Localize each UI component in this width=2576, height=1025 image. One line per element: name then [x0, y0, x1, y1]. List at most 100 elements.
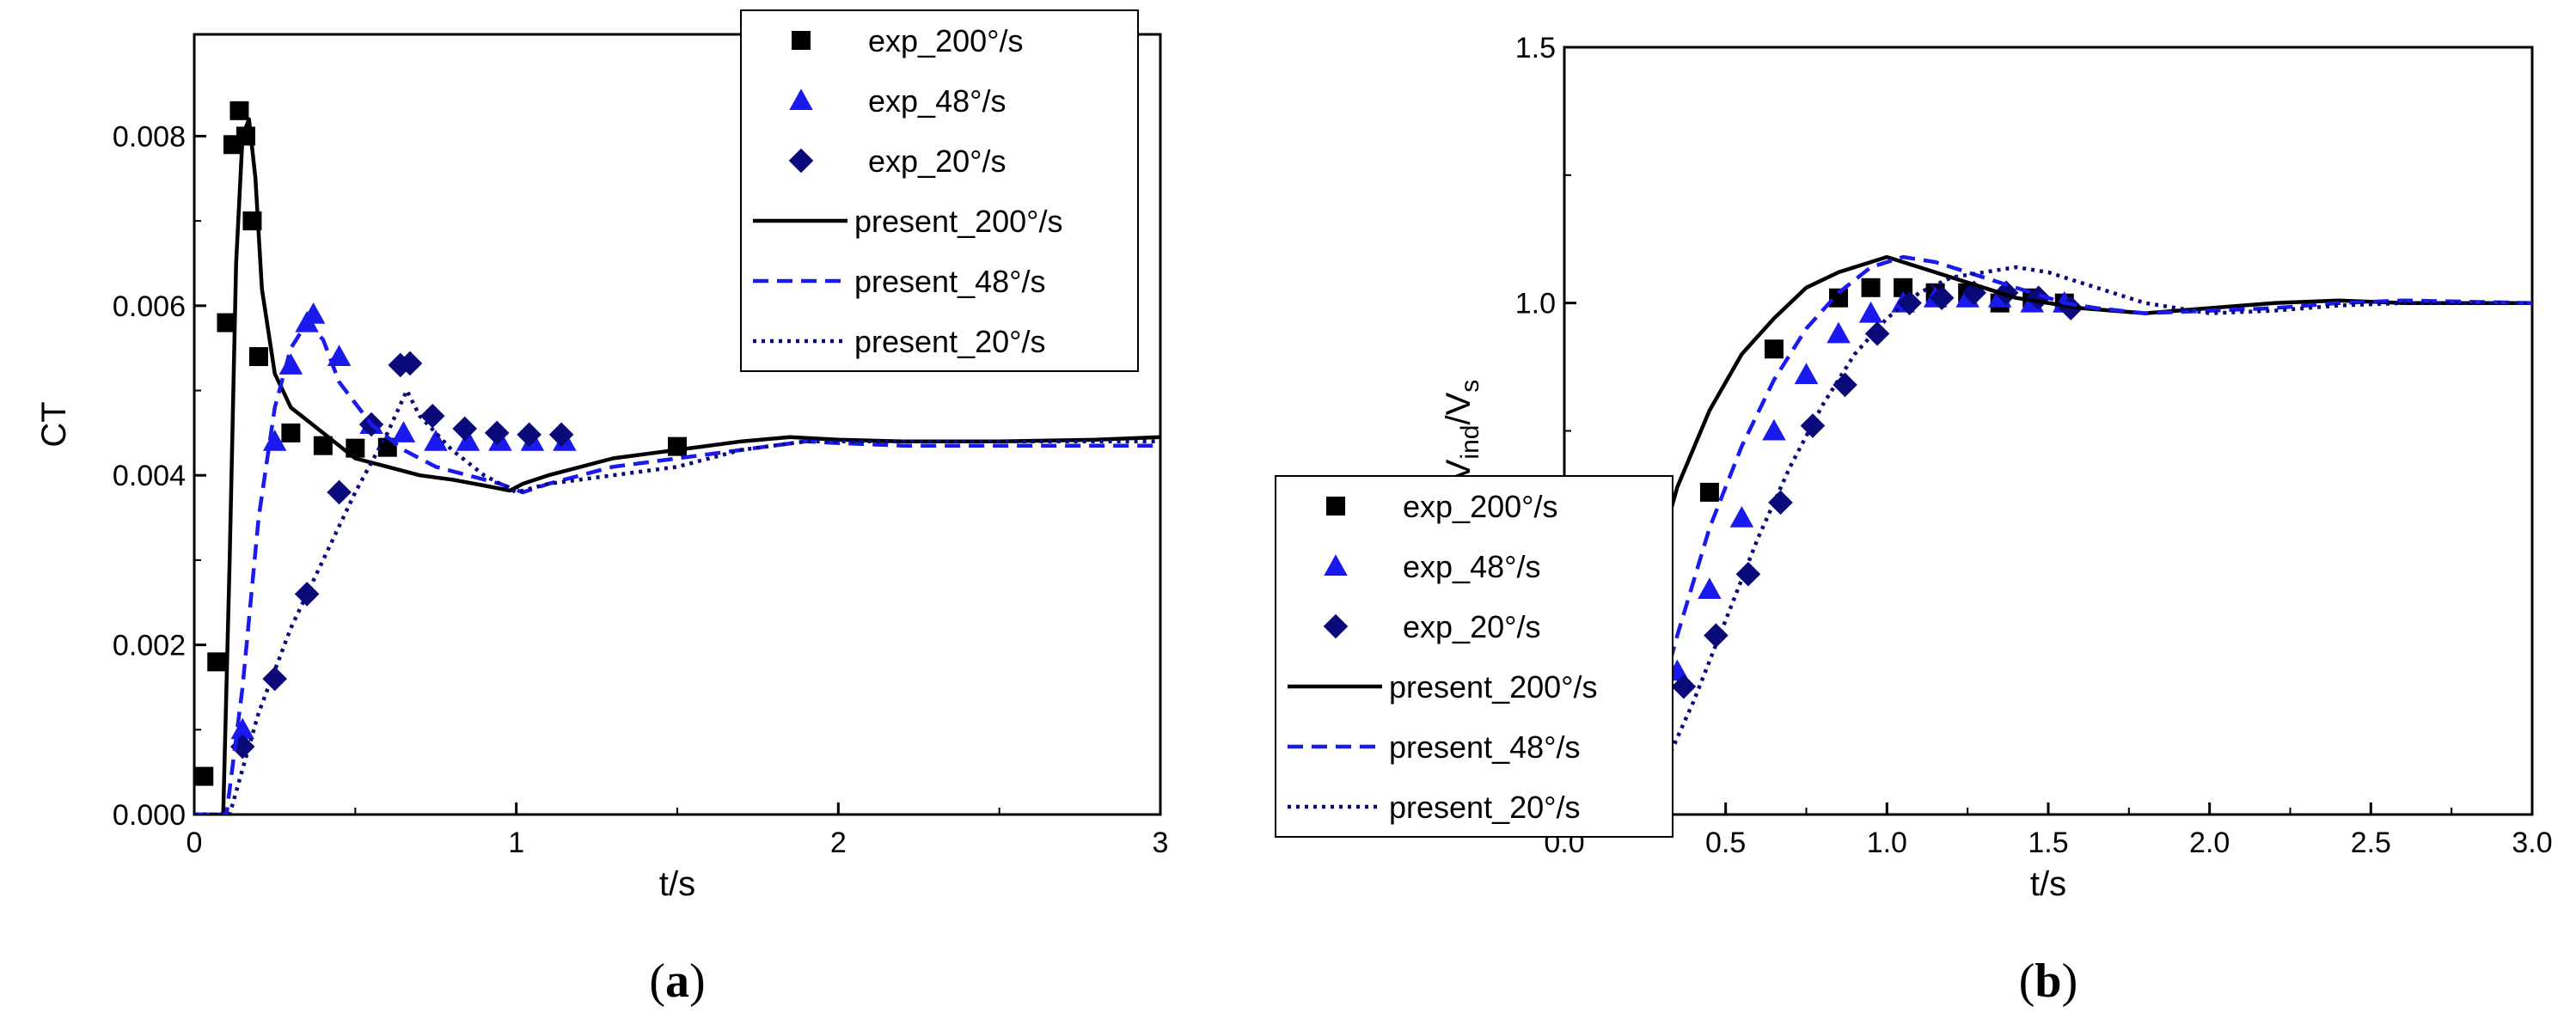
chart-a-series-exp-20deg-s-point-1 — [262, 666, 287, 692]
chart-a-series-exp-200deg-s-point-9 — [313, 436, 333, 455]
chart-b-panel-label-close: ) — [2062, 955, 2078, 1008]
chart-b-series-exp-48deg-s-point-2 — [1698, 577, 1722, 600]
chart-b-series-exp-20deg-s-point-7 — [1833, 372, 1857, 398]
chart-a-legend-box — [740, 9, 1139, 372]
chart-b-series-present-48deg-s-line — [1564, 254, 2532, 815]
chart-b-legend: exp_200°/s exp_48°/s exp_20°/s present_200°… — [1275, 475, 1673, 838]
chart-a-x-axis-label: t/s — [659, 865, 695, 903]
chart-a-panel-label: (a) — [649, 955, 705, 1008]
chart-b-x-tick-label-4: 2.0 — [2189, 827, 2230, 859]
chart-a-series-exp-200deg-s-point-2 — [217, 313, 236, 333]
chart-a-y-tick-label-4: 0.008 — [113, 120, 186, 153]
chart-a-series-exp-200deg-s — [194, 101, 687, 786]
chart-b-legend-box — [1275, 475, 1673, 838]
chart-a-legend-exp-200deg-s-label: exp_200°/s — [868, 23, 1024, 58]
chart-b-series-exp-20deg-s-point-3 — [1704, 623, 1729, 648]
chart-a-series-exp-200deg-s-point-4 — [229, 101, 249, 120]
chart-a-series-exp-200deg-s-point-12 — [668, 436, 687, 456]
chart-b-series-exp-200deg-s-point-3 — [1829, 288, 1849, 308]
chart-a-panel-label-letter: a — [665, 955, 689, 1008]
chart-a-series-exp-48deg-s-point-4 — [301, 302, 326, 324]
chart-b-legend-exp-48deg-s-swatch — [1324, 554, 1348, 576]
chart-b-x-tick-label-6: 3.0 — [2512, 827, 2552, 859]
chart-b-series-exp-20deg-s-point-10 — [1929, 285, 1955, 311]
chart-b-series-exp-48deg-s-point-7 — [1858, 301, 1883, 323]
chart-b-panel-label: (b) — [2019, 955, 2077, 1008]
chart-a-data — [194, 101, 1160, 815]
chart-a-series-exp-20deg-s-point-6 — [397, 351, 423, 376]
chart-b-series-exp-200deg-s-point-4 — [1861, 278, 1881, 297]
chart-b-series-exp-20deg-s-point-2 — [1671, 674, 1697, 699]
chart-b-series-exp-20deg-s-point-5 — [1768, 490, 1793, 516]
chart-b-y-tick-label-2: 1.0 — [1515, 288, 1556, 320]
chart-b-y-axis-label-part-3: s — [1456, 380, 1484, 393]
chart-a-series-present-20deg-s-line — [194, 388, 1160, 815]
chart-b-data — [1564, 254, 2532, 815]
chart-b-legend-present-20deg-s-label: present_20°/s — [1389, 790, 1581, 825]
chart-b-series-exp-48deg-s-point-6 — [1826, 321, 1851, 344]
chart-a-series-exp-20deg-s-point-9 — [484, 420, 510, 446]
chart-b-legend-exp-200deg-s-swatch — [1326, 497, 1345, 516]
chart-b-series-exp-200deg-s-point-1 — [1699, 482, 1719, 502]
chart-b-x-axis-label: t/s — [2030, 865, 2066, 903]
chart-b-series-exp-48deg-s-point-5 — [1794, 363, 1819, 385]
chart-a-series-exp-20deg-s — [229, 351, 574, 760]
chart-b-series-exp-200deg-s-point-2 — [1764, 339, 1784, 359]
chart-b-series-exp-20deg-s-point-9 — [1897, 290, 1922, 315]
chart-b-legend-exp-20deg-s-swatch — [1323, 613, 1349, 639]
chart-b-series-present-20deg-s-line — [1564, 265, 2532, 815]
chart-b-series-exp-20deg-s-point-12 — [1993, 280, 2019, 306]
chart-a-x-tick-label-3: 3 — [1153, 827, 1169, 859]
chart-a-series-exp-48deg-s-point-7 — [391, 421, 416, 442]
chart-b-series-exp-48deg-s-point-4 — [1762, 418, 1786, 441]
chart-a-series-exp-20deg-s-point-10 — [517, 422, 542, 448]
chart-a-legend-exp-200deg-s-swatch — [792, 31, 811, 50]
chart-a-series-exp-20deg-s-point-11 — [548, 422, 574, 448]
chart-a-legend-present-200deg-s-label: present_200°/s — [854, 204, 1063, 239]
chart-a-series-present-48deg-s-line — [194, 320, 1160, 815]
chart-a-legend-exp-48deg-s-swatch — [789, 88, 813, 110]
chart-b-y-axis-label-part-2: /V — [1440, 392, 1478, 424]
chart-b-legend-present-48deg-s-label: present_48°/s — [1389, 729, 1581, 765]
chart-a-series-exp-200deg-s-point-0 — [194, 766, 214, 786]
chart-b-x-tick-label-2: 1.0 — [1867, 827, 1907, 859]
chart-a-legend-exp-20deg-s-label: exp_20°/s — [868, 143, 1007, 179]
chart-b-series-exp-20deg-s-point-4 — [1735, 561, 1761, 587]
chart-a-x-tick-label-1: 1 — [508, 827, 524, 859]
chart-a-series-present-200deg-s-line — [194, 117, 1160, 815]
chart-a-x-tick-label-0: 0 — [187, 827, 203, 859]
chart-a-panel-label-close: ) — [689, 955, 706, 1008]
chart-b-series-exp-20deg-s-point-8 — [1864, 321, 1890, 346]
chart-a-series-exp-200deg-s-point-7 — [248, 347, 268, 367]
chart-a-y-tick-label-0: 0.000 — [113, 799, 186, 832]
chart-b-x-tick-label-5: 2.5 — [2351, 827, 2391, 859]
chart-a-series-exp-48deg-s-point-8 — [424, 429, 448, 451]
chart-a-y-axis-label: CT — [35, 401, 73, 447]
chart-b-panel: 0.00.51.01.52.02.53.00.00.51.01.5t/sVind… — [1275, 32, 2553, 1008]
chart-a-legend: exp_200°/s exp_48°/s exp_20°/s present_200°… — [740, 9, 1139, 372]
chart-a-legend-present-20deg-s-label: present_20°/s — [854, 324, 1046, 359]
chart-b-x-tick-label-1: 0.5 — [1705, 827, 1746, 859]
chart-a-y-tick-label-2: 0.004 — [113, 460, 186, 492]
chart-b-series-exp-48deg-s-point-3 — [1729, 505, 1754, 528]
chart-a-series-exp-20deg-s-point-3 — [327, 479, 352, 505]
chart-b-legend-exp-200deg-s-label: exp_200°/s — [1403, 489, 1558, 524]
chart-a-series-exp-48deg-s-point-5 — [327, 345, 352, 367]
chart-b-y-axis-label-part-1: ind — [1456, 425, 1484, 460]
chart-a-panel-label-open: ( — [649, 955, 665, 1008]
chart-a-series-exp-48deg-s-point-1 — [262, 429, 287, 451]
chart-a-panel: 0 1 2 3 0.000 0.002 0.004 0.006 0.008 t/s CT exp_20… — [35, 9, 1169, 1008]
chart-b-y-tick-label-3: 1.5 — [1515, 32, 1556, 64]
chart-b-legend-exp-48deg-s-label: exp_48°/s — [1403, 549, 1541, 584]
chart-a-series-exp-20deg-s-point-8 — [452, 416, 478, 442]
chart-a-x-tick-label-2: 2 — [830, 827, 847, 859]
chart-a-legend-present-48deg-s-label: present_48°/s — [854, 264, 1046, 299]
chart-a-series-exp-48deg-s-point-9 — [456, 429, 480, 451]
chart-b-series-exp-20deg-s-point-13 — [2026, 285, 2052, 311]
chart-b-legend-exp-20deg-s-label: exp_20°/s — [1403, 609, 1541, 644]
chart-b-x-tick-label-3: 1.5 — [2028, 827, 2068, 859]
chart-b-panel-label-open: ( — [2019, 955, 2035, 1008]
chart-a-series-exp-48deg-s-point-0 — [230, 717, 254, 740]
chart-b-panel-label-letter: b — [2034, 955, 2061, 1008]
